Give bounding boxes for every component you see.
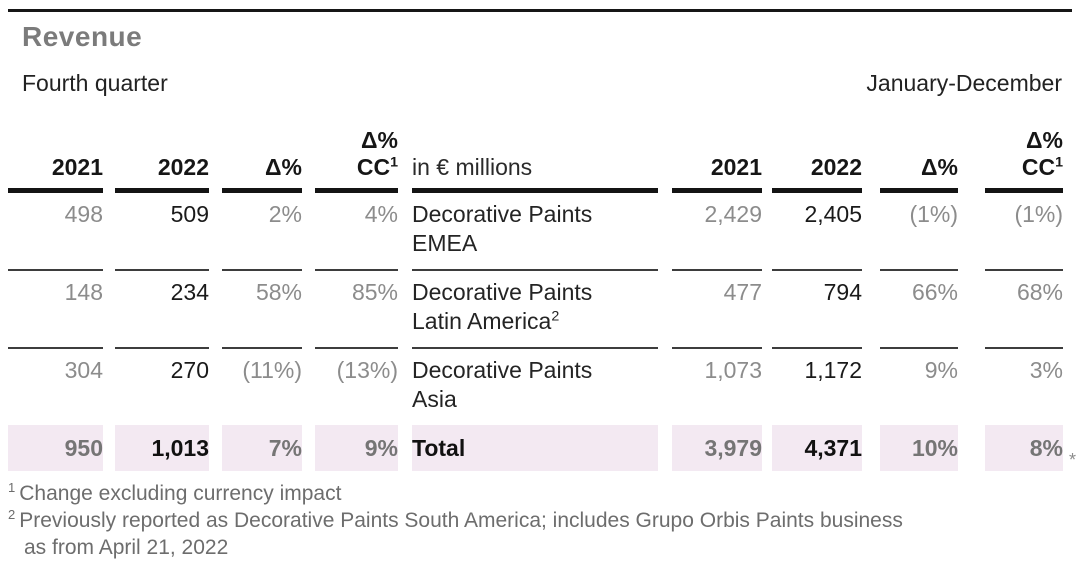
period-right-label: January-December bbox=[866, 70, 1062, 96]
footnote-2-marker: 2 bbox=[8, 507, 16, 522]
fy-delta-cc-value: (1%) bbox=[985, 193, 1063, 271]
fy-2021-value: 2,429 bbox=[672, 193, 762, 271]
q4-delta-cc-value: 85% bbox=[315, 271, 398, 349]
segment-label-line2: EMEA bbox=[412, 230, 478, 256]
table-row-total: 950 1,013 7% 9% Total 3,979 4,371 10% 8%… bbox=[0, 425, 1080, 471]
total-label: Total bbox=[412, 425, 658, 471]
fy-delta-value: 66% bbox=[880, 271, 958, 349]
header-q4-delta-cc: Δ% CC1 bbox=[315, 127, 398, 193]
header-fy-2021: 2021 bbox=[672, 154, 762, 193]
segment-label-line1: Decorative Paints bbox=[412, 201, 593, 227]
segment-label-line2: Latin America2 bbox=[412, 308, 560, 334]
fy-delta-cc-total: 8% bbox=[985, 425, 1063, 471]
revenue-report-page: Revenue Fourth quarter January-December … bbox=[0, 9, 1080, 567]
fy-2021-total: 3,979 bbox=[672, 425, 762, 471]
header-delta-cc-line2: CC1 bbox=[356, 154, 398, 180]
segment-label-line2: Asia bbox=[412, 386, 457, 412]
header-fy-delta: Δ% bbox=[880, 154, 958, 193]
fy-2021-value: 477 bbox=[672, 271, 762, 349]
footnotes: 1 Change excluding currency impact 2 Previ… bbox=[8, 480, 1080, 561]
period-row: Fourth quarter January-December bbox=[22, 70, 1062, 97]
header-delta-cc-line2: CC1 bbox=[1021, 154, 1063, 180]
header-unit-label: in € millions bbox=[412, 154, 658, 193]
top-divider bbox=[8, 9, 1072, 12]
table-header-row: 2021 2022 Δ% Δ% CC1 in € millions 2021 2… bbox=[0, 127, 1080, 193]
q4-2021-value: 304 bbox=[64, 357, 103, 383]
fy-delta-value: 9% bbox=[924, 357, 958, 383]
segment-label: Decorative Paints Latin America2 bbox=[412, 271, 658, 349]
header-fy-delta-cc: Δ% CC1 bbox=[985, 127, 1063, 193]
q4-2022-value: 234 bbox=[115, 271, 209, 349]
fy-2022-value: 2,405 bbox=[772, 193, 862, 271]
q4-delta-cc-value: 4% bbox=[315, 193, 398, 271]
header-delta-cc-line1: Δ% bbox=[1026, 127, 1063, 153]
q4-2022-value: 270 bbox=[170, 357, 209, 383]
q4-delta-cc-value: (13%) bbox=[336, 357, 398, 383]
table-row-latin-america: 148 234 58% 85% Decorative Paints Latin … bbox=[0, 271, 1080, 349]
header-q4-delta: Δ% bbox=[222, 154, 302, 193]
q4-2021-total: 950 bbox=[8, 425, 103, 471]
footnote-2-text-line2: as from April 21, 2022 bbox=[24, 536, 229, 559]
footnote-ref-1: 1 bbox=[390, 154, 398, 171]
header-delta-cc-line1: Δ% bbox=[361, 127, 398, 153]
fy-2021-value: 1,073 bbox=[704, 357, 762, 383]
footnote-ref-2: 2 bbox=[551, 308, 560, 325]
fy-delta-value: (1%) bbox=[880, 193, 958, 271]
table-row-asia: 304 270 (11%) (13%) Decorative Paints As… bbox=[0, 349, 1080, 425]
fy-delta-total: 10% bbox=[880, 425, 958, 471]
fy-delta-cc-value: 68% bbox=[985, 271, 1063, 349]
segment-label: Decorative Paints Asia bbox=[412, 349, 658, 425]
q4-2022-value: 509 bbox=[115, 193, 209, 271]
segment-label-line1: Decorative Paints bbox=[412, 357, 593, 383]
q4-2022-total: 1,013 bbox=[115, 425, 209, 471]
header-q4-2022: 2022 bbox=[115, 154, 209, 193]
footnote-1-marker: 1 bbox=[8, 480, 16, 495]
q4-delta-total: 7% bbox=[222, 425, 302, 471]
segment-label-line1: Decorative Paints bbox=[412, 279, 593, 305]
fy-2022-value: 1,172 bbox=[804, 357, 862, 383]
page-title: Revenue bbox=[22, 21, 143, 52]
fy-2022-total: 4,371 bbox=[772, 425, 862, 471]
header-q4-2021: 2021 bbox=[8, 154, 103, 193]
q4-delta-value: 2% bbox=[222, 193, 302, 271]
q4-delta-cc-total: 9% bbox=[315, 425, 398, 471]
table-row-emea: 498 509 2% 4% Decorative Paints EMEA 2,4… bbox=[0, 193, 1080, 271]
asterisk-marker: * bbox=[1068, 450, 1076, 470]
footnote-2-text-line1: Previously reported as Decorative Paints… bbox=[19, 509, 903, 532]
footnote-ref-1: 1 bbox=[1055, 154, 1063, 171]
header-fy-2022: 2022 bbox=[772, 154, 862, 193]
segment-label: Decorative Paints EMEA bbox=[412, 193, 658, 271]
period-left-label: Fourth quarter bbox=[22, 70, 168, 96]
q4-delta-value: 58% bbox=[222, 271, 302, 349]
footnote-2: 2 Previously reported as Decorative Paint… bbox=[8, 507, 1080, 561]
footnote-1: 1 Change excluding currency impact bbox=[8, 480, 1080, 507]
fy-delta-cc-value: 3% bbox=[1029, 357, 1063, 383]
q4-2021-value: 148 bbox=[8, 271, 103, 349]
q4-2021-value: 498 bbox=[8, 193, 103, 271]
fy-2022-value: 794 bbox=[772, 271, 862, 349]
footnote-1-text: Change excluding currency impact bbox=[19, 482, 342, 505]
q4-delta-value: (11%) bbox=[242, 357, 302, 383]
